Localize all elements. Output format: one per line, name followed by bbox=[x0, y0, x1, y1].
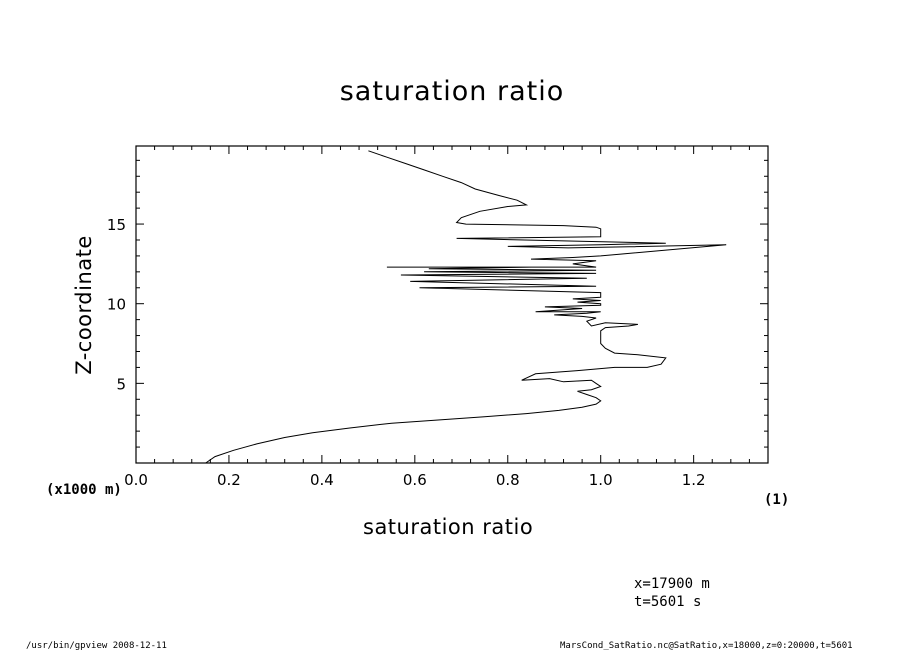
time-annotation: t=5601 s bbox=[634, 594, 702, 610]
plot-area bbox=[135, 145, 769, 464]
chart-title: saturation ratio bbox=[339, 76, 565, 107]
x-axis-unit-label: (1) bbox=[764, 492, 790, 508]
plot-frame bbox=[135, 145, 769, 464]
y-tick-label: 5 bbox=[116, 375, 126, 393]
series-line-1 bbox=[205, 150, 727, 464]
footer-program-date: /usr/bin/gpview 2008-12-11 bbox=[26, 641, 167, 651]
tick-labels: 0.0 0.2 0.4 0.6 0.8 1.0 1.2 5 10 15 bbox=[107, 216, 706, 489]
x-tick-label: 0.4 bbox=[310, 471, 334, 489]
y-tick-label: 15 bbox=[107, 216, 126, 234]
y-axis-label: Z-coordinate bbox=[72, 235, 96, 375]
x-tick-label: 1.0 bbox=[589, 471, 613, 489]
y-axis-unit-label: (x1000 m) bbox=[46, 482, 122, 498]
x-tick-label: 0.6 bbox=[403, 471, 427, 489]
x-position-annotation: x=17900 m bbox=[634, 576, 710, 592]
series-group bbox=[205, 150, 727, 464]
x-tick-label: 0.2 bbox=[217, 471, 241, 489]
axis-ticks bbox=[135, 146, 769, 463]
footer-file-info: MarsCond_SatRatio.nc@SatRatio,x=18000,z=… bbox=[560, 641, 853, 651]
x-tick-label: 0.0 bbox=[124, 471, 148, 489]
x-axis-label: saturation ratio bbox=[363, 515, 534, 539]
x-tick-label: 0.8 bbox=[496, 471, 520, 489]
x-tick-label: 1.2 bbox=[682, 471, 706, 489]
y-tick-label: 10 bbox=[107, 296, 126, 314]
